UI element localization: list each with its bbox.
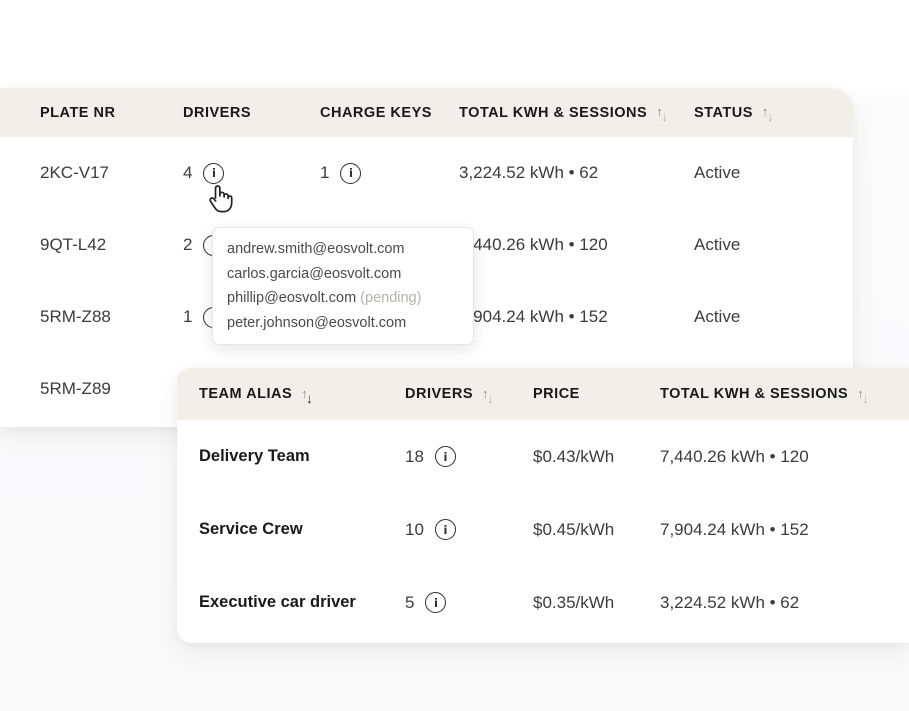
tooltip-email: andrew.smith@eosvolt.com bbox=[227, 237, 459, 262]
column-header-plate-nr: PLATE NR bbox=[40, 105, 183, 121]
drivers-cell: 10 i bbox=[405, 519, 533, 540]
teams-table-header: TEAM ALIAS ↑↓ DRIVERS ↑↓ PRICE TOTAL KWH… bbox=[177, 368, 909, 420]
sort-icon[interactable]: ↑↓ bbox=[301, 388, 313, 401]
total-kwh-cell: 7,904.24 kWh • 152 bbox=[459, 307, 694, 327]
status-cell: Active bbox=[694, 163, 853, 183]
column-label: DRIVERS bbox=[183, 105, 251, 121]
sort-icon[interactable]: ↑↓ bbox=[857, 388, 869, 401]
table-row[interactable]: Executive car driver 5 i $0.35/kWh 3,224… bbox=[177, 566, 909, 639]
team-alias-cell: Delivery Team bbox=[199, 447, 405, 466]
email-address: peter.johnson@eosvolt.com bbox=[227, 315, 406, 331]
column-label: CHARGE KEYS bbox=[320, 105, 432, 121]
tooltip-email: phillip@eosvolt.com(pending) bbox=[227, 286, 459, 311]
sort-down-arrow: ↓ bbox=[661, 110, 668, 123]
column-header-total-kwh: TOTAL KWH & SESSIONS ↑↓ bbox=[660, 386, 909, 402]
drivers-cell: 5 i bbox=[405, 592, 533, 613]
email-address: carlos.garcia@eosvolt.com bbox=[227, 266, 401, 282]
teams-table-card: TEAM ALIAS ↑↓ DRIVERS ↑↓ PRICE TOTAL KWH… bbox=[177, 368, 909, 643]
status-cell: Active bbox=[694, 235, 853, 255]
total-kwh-cell: 3,224.52 kWh • 62 bbox=[660, 593, 909, 613]
column-header-team-alias: TEAM ALIAS ↑↓ bbox=[199, 386, 405, 402]
sort-down-arrow: ↓ bbox=[767, 110, 774, 123]
team-alias-cell: Executive car driver bbox=[199, 593, 405, 612]
drivers-count: 1 bbox=[183, 307, 192, 327]
table-row[interactable]: Service Crew 10 i $0.45/kWh 7,904.24 kWh… bbox=[177, 493, 909, 566]
drivers-tooltip: andrew.smith@eosvolt.com carlos.garcia@e… bbox=[212, 227, 474, 345]
column-header-status: STATUS ↑↓ bbox=[694, 105, 853, 121]
column-label: PLATE NR bbox=[40, 105, 115, 121]
total-kwh-cell: 7,440.26 kWh • 120 bbox=[660, 447, 909, 467]
vehicles-table-header: PLATE NR DRIVERS CHARGE KEYS TOTAL KWH &… bbox=[0, 88, 853, 137]
table-row[interactable]: 2KC-V17 4 i 1 i 3,224.52 kWh • 62 Active bbox=[0, 137, 853, 209]
sort-down-arrow: ↓ bbox=[862, 392, 869, 405]
drivers-count: 10 bbox=[405, 520, 424, 540]
column-header-drivers: DRIVERS bbox=[183, 105, 320, 121]
column-header-charge-keys: CHARGE KEYS bbox=[320, 105, 459, 121]
info-icon[interactable]: i bbox=[435, 519, 456, 540]
total-kwh-cell: 7,440.26 kWh • 120 bbox=[459, 235, 694, 255]
sort-down-arrow: ↓ bbox=[487, 392, 494, 405]
plate-cell: 5RM-Z89 bbox=[40, 379, 183, 399]
total-kwh-cell: 3,224.52 kWh • 62 bbox=[459, 163, 694, 183]
table-row[interactable]: Delivery Team 18 i $0.43/kWh 7,440.26 kW… bbox=[177, 420, 909, 493]
drivers-cell: 18 i bbox=[405, 446, 533, 467]
sort-icon[interactable]: ↑↓ bbox=[656, 106, 668, 119]
plate-cell: 2KC-V17 bbox=[40, 163, 183, 183]
column-label: TOTAL KWH & SESSIONS bbox=[459, 105, 647, 121]
price-cell: $0.35/kWh bbox=[533, 593, 660, 613]
column-label: TEAM ALIAS bbox=[199, 386, 292, 402]
drivers-count: 5 bbox=[405, 593, 414, 613]
drivers-count: 2 bbox=[183, 235, 192, 255]
charge-keys-count: 1 bbox=[320, 163, 329, 183]
sort-icon[interactable]: ↑↓ bbox=[762, 106, 774, 119]
column-header-price: PRICE bbox=[533, 386, 660, 402]
drivers-count: 4 bbox=[183, 163, 192, 183]
column-header-total-kwh: TOTAL KWH & SESSIONS ↑↓ bbox=[459, 105, 694, 121]
hand-cursor-icon bbox=[204, 183, 236, 217]
status-cell: Active bbox=[694, 307, 853, 327]
sort-icon[interactable]: ↑↓ bbox=[482, 388, 494, 401]
plate-cell: 5RM-Z88 bbox=[40, 307, 183, 327]
column-label: STATUS bbox=[694, 105, 753, 121]
fleet-dashboard: PLATE NR DRIVERS CHARGE KEYS TOTAL KWH &… bbox=[0, 0, 909, 711]
team-alias-cell: Service Crew bbox=[199, 520, 405, 539]
total-kwh-cell: 7,904.24 kWh • 152 bbox=[660, 520, 909, 540]
column-label: PRICE bbox=[533, 386, 580, 402]
pending-label: (pending) bbox=[360, 290, 421, 306]
column-header-drivers: DRIVERS ↑↓ bbox=[405, 386, 533, 402]
column-label: TOTAL KWH & SESSIONS bbox=[660, 386, 848, 402]
drivers-count: 18 bbox=[405, 447, 424, 467]
info-icon[interactable]: i bbox=[425, 592, 446, 613]
column-label: DRIVERS bbox=[405, 386, 473, 402]
info-icon[interactable]: i bbox=[435, 446, 456, 467]
tooltip-email: peter.johnson@eosvolt.com bbox=[227, 311, 459, 336]
info-icon[interactable]: i bbox=[340, 163, 361, 184]
info-icon[interactable]: i bbox=[203, 163, 224, 184]
sort-down-arrow: ↓ bbox=[306, 392, 313, 405]
drivers-cell: 4 i bbox=[183, 163, 320, 184]
email-address: andrew.smith@eosvolt.com bbox=[227, 241, 405, 257]
price-cell: $0.45/kWh bbox=[533, 520, 660, 540]
email-address: phillip@eosvolt.com bbox=[227, 290, 356, 306]
plate-cell: 9QT-L42 bbox=[40, 235, 183, 255]
price-cell: $0.43/kWh bbox=[533, 447, 660, 467]
tooltip-email: carlos.garcia@eosvolt.com bbox=[227, 262, 459, 287]
charge-keys-cell: 1 i bbox=[320, 163, 459, 184]
